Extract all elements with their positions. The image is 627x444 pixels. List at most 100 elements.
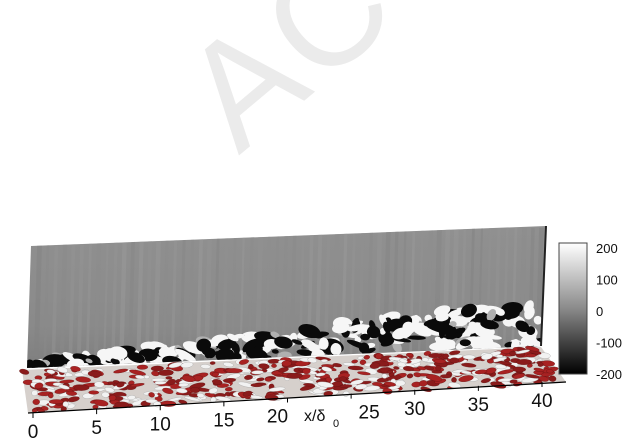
vortex-structure [59, 379, 75, 384]
vortex-structure [449, 357, 460, 364]
vortex-structure [256, 377, 265, 382]
vortex-structure [512, 373, 525, 379]
colorbar-tick-label: -100 [596, 336, 622, 351]
turbulence-blob [480, 312, 487, 322]
vortex-structure [381, 373, 388, 379]
vortex-structures [19, 346, 559, 413]
turbulence-blob [30, 359, 48, 368]
vortex-structure [526, 353, 537, 358]
vortex-structure [181, 375, 196, 383]
vortex-structure [144, 375, 150, 379]
x-tick-label: 35 [468, 395, 489, 416]
turbulence-blob [85, 358, 93, 364]
vortex-structure [19, 368, 30, 375]
x-axis-label-sub: 0 [333, 418, 339, 430]
turbulence-blob [524, 306, 535, 320]
plane-streak [51, 227, 59, 368]
vortex-structure [428, 353, 442, 359]
vortex-structure [521, 377, 539, 383]
vortex-structure [383, 381, 396, 387]
turbulence-blob [520, 336, 538, 347]
turbulence-blob [271, 349, 279, 354]
x-tick-label: 20 [267, 407, 288, 428]
vortex-structure [413, 372, 422, 378]
vortex-structure [474, 369, 488, 375]
plane-streak [238, 227, 246, 368]
vortex-structure [548, 375, 557, 382]
vortex-structure [212, 379, 223, 385]
vortex-structure [440, 374, 452, 379]
vortex-structure [481, 353, 493, 360]
vortex-structure [419, 380, 428, 387]
turbulence-blob [110, 358, 120, 365]
vortex-structure [223, 362, 234, 368]
vortex-structure [129, 369, 146, 376]
vortex-structure [486, 359, 494, 364]
vortex-structure [108, 394, 117, 402]
vortex-structure [317, 381, 334, 388]
turbulence-blob [358, 342, 370, 354]
vortex-structure [525, 346, 540, 352]
vortex-structure [286, 373, 303, 379]
turbulence-blobs [27, 300, 543, 368]
plane-streak [417, 227, 424, 368]
vortex-structure [48, 392, 54, 399]
turbulence-blob [435, 313, 449, 322]
vortex-structure [512, 347, 519, 352]
vortex-structure [281, 360, 292, 367]
plane-streak [135, 227, 145, 368]
vortex-structure [421, 357, 429, 362]
vortex-structure [433, 359, 447, 364]
vortex-structure [538, 376, 549, 382]
vortex-structure [458, 375, 474, 382]
vortex-structure [420, 386, 432, 392]
turbulence-blob [330, 342, 342, 356]
turbulence-blob [445, 327, 466, 341]
vortex-structure [244, 374, 253, 380]
plane-streak [179, 227, 186, 368]
colorbar-ticks: 200 100 0 -100 -200 [596, 241, 622, 382]
turbulence-blob [347, 324, 367, 332]
turbulence-blob [215, 348, 235, 363]
vortex-structure [449, 350, 461, 356]
vortex-structure [369, 362, 381, 369]
vortex-structure [101, 391, 110, 398]
vortex-structure [480, 378, 491, 384]
vortex-structure [31, 390, 38, 396]
turbulence-blob [100, 354, 108, 362]
colorbar-tick-label: 100 [596, 273, 618, 288]
vortex-structure [251, 370, 264, 375]
vortex-structure [271, 363, 277, 368]
vortex-structure [135, 374, 145, 380]
vortex-structure [57, 366, 68, 373]
vortex-structure [442, 353, 450, 359]
vortex-structure [242, 390, 253, 397]
turbulence-blob [406, 335, 426, 340]
vortex-structure [225, 368, 243, 374]
turbulence-blob [360, 333, 371, 341]
vortex-structure [46, 369, 56, 374]
turbulence-blob [369, 320, 376, 331]
vortex-structure [512, 366, 526, 373]
colorbar-tick-label: -200 [596, 367, 622, 382]
vortex-structure [88, 390, 100, 395]
turbulence-blob [454, 331, 463, 339]
vortex-structure [417, 366, 426, 371]
vortex-structure [268, 386, 286, 392]
turbulence-blob [526, 326, 536, 335]
turbulence-blob [440, 339, 456, 351]
vortex-structure [196, 393, 205, 398]
vortex-structure [357, 356, 364, 360]
turbulence-blob [291, 339, 303, 345]
turbulence-blob [296, 349, 313, 356]
vortex-structure [315, 372, 326, 377]
turbulence-blob [127, 351, 145, 363]
turbulence-blob [270, 331, 280, 339]
vortex-structure [150, 365, 164, 372]
turbulence-blob [227, 333, 239, 342]
plane-streak [400, 227, 407, 368]
turbulence-blob [274, 336, 293, 349]
vortex-structure [113, 368, 128, 374]
turbulence-blob [402, 321, 416, 334]
vortex-structure [65, 390, 78, 396]
